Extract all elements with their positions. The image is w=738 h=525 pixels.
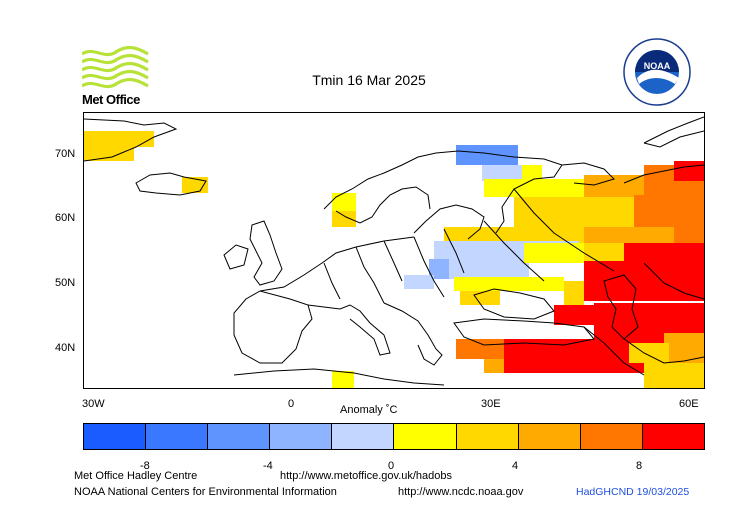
lon-label-30e: 30E — [481, 398, 501, 410]
map-title: Tmin 16 Mar 2025 — [312, 72, 426, 88]
colorbar-swatch — [207, 424, 270, 449]
colorbar-label: -8 — [140, 460, 150, 472]
colorbar-swatch — [331, 424, 394, 449]
footer-org-2: NOAA National Centers for Environmental … — [74, 486, 337, 498]
lat-label-40n: 40N — [55, 342, 76, 354]
colorbar-swatch — [269, 424, 332, 449]
lat-label-50n: 50N — [55, 277, 76, 289]
map-canvas — [84, 116, 704, 388]
coastlines — [84, 116, 704, 386]
dataset-stamp: HadGHCND 19/03/2025 — [576, 486, 690, 498]
colorbar-swatch — [145, 424, 208, 449]
anomaly-map — [83, 112, 705, 389]
colorbar-label: -4 — [263, 460, 273, 472]
lat-label-70n: 70N — [55, 148, 76, 160]
met-office-logo-text: Met Office — [82, 92, 140, 107]
footer-org-1: Met Office Hadley Centre — [74, 470, 198, 482]
lon-label-30w: 30W — [82, 398, 105, 410]
colorbar-swatch — [84, 424, 146, 449]
footer-url-2[interactable]: http://www.ncdc.noaa.gov — [398, 486, 524, 498]
colorbar-label: 4 — [512, 460, 519, 472]
noaa-logo-text: NOAA — [644, 61, 671, 71]
colorbar-swatch — [517, 424, 580, 449]
colorbar-title: Anomaly ˚C — [340, 404, 398, 416]
colorbar-label: 8 — [636, 460, 643, 472]
colorbar — [83, 423, 705, 450]
met-office-logo-icon — [82, 46, 149, 89]
colorbar-swatch — [641, 424, 704, 449]
colorbar-swatch — [455, 424, 518, 449]
colorbar-swatch — [579, 424, 642, 449]
noaa-logo-icon: NOAA — [623, 38, 691, 106]
anomaly-cells — [84, 131, 704, 388]
lon-label-0: 0 — [288, 398, 295, 410]
lon-label-60e: 60E — [679, 398, 699, 410]
colorbar-swatch — [393, 424, 456, 449]
lat-label-60n: 60N — [55, 212, 76, 224]
colorbar-label: 0 — [388, 460, 395, 472]
footer-url-1[interactable]: http://www.metoffice.gov.uk/hadobs — [280, 470, 453, 482]
